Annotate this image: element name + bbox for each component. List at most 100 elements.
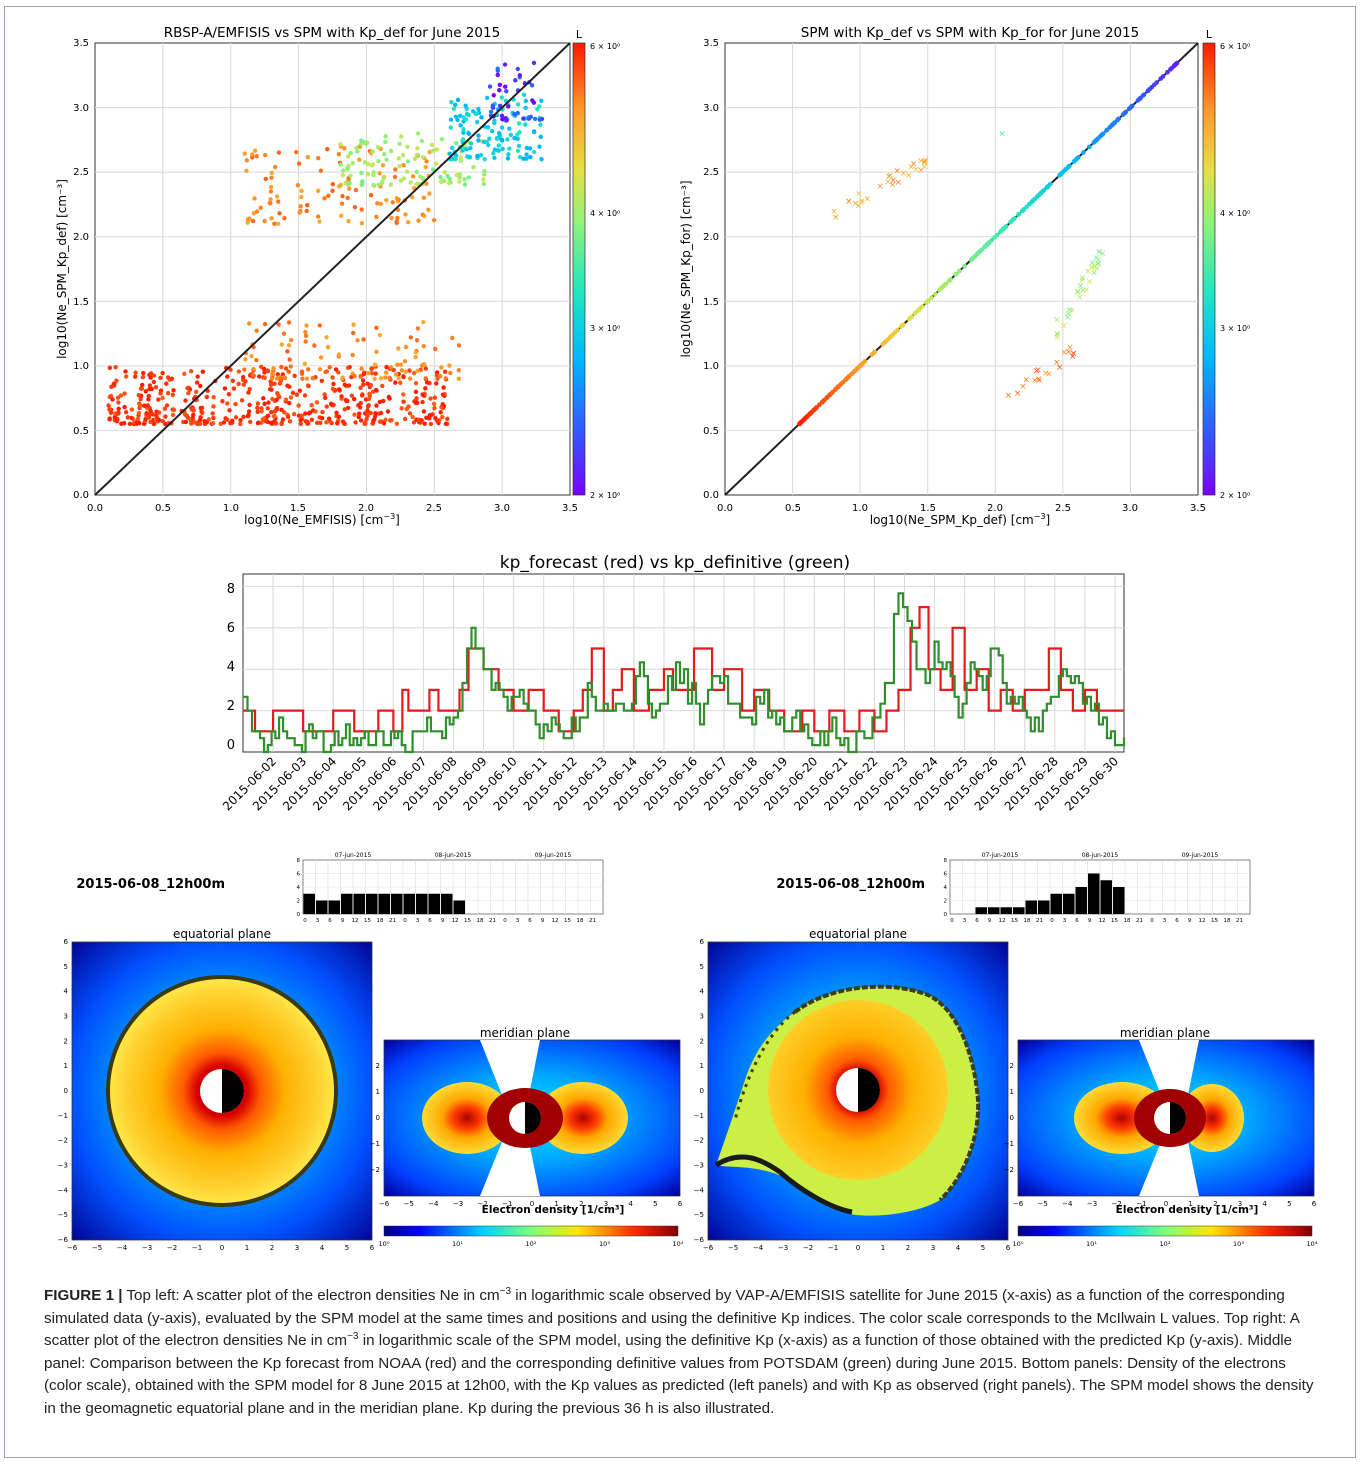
scatter-point — [380, 383, 385, 389]
scatter-point — [932, 291, 938, 297]
mini-hour-label: 9 — [1088, 918, 1092, 924]
kp-bar — [1025, 900, 1037, 914]
scatter-point — [274, 376, 280, 381]
density-tick: 10⁰ — [379, 1240, 390, 1248]
mini-hour-label: 9 — [1188, 918, 1192, 924]
scatter-point: × — [1019, 382, 1027, 392]
scatter-point — [539, 156, 544, 162]
scatter-point — [423, 366, 429, 371]
scatter-point: × — [1064, 310, 1072, 320]
sim-right-kp-mini-chart: 07-jun-2015 08-jun-2015 09-jun-2015 0 3 6 9 12 1… — [944, 852, 1251, 924]
scatter-point — [402, 359, 408, 364]
scatter-point — [370, 162, 376, 167]
scatter-point — [404, 169, 410, 174]
scatter-point — [517, 154, 523, 160]
scatter-point — [182, 411, 188, 417]
scatter-point: × — [1042, 369, 1050, 379]
scatter-point — [195, 420, 200, 425]
mini-hour-label: 12 — [1099, 918, 1106, 924]
scatter-point: × — [1056, 363, 1064, 373]
scatter-point: × — [1022, 375, 1030, 385]
x-tick-label: 0.0 — [87, 503, 103, 514]
mini-y-label: 6 — [944, 872, 948, 878]
eq-y-tick: 3 — [64, 1013, 68, 1021]
scatter-point — [331, 381, 336, 387]
scatter-point — [836, 383, 842, 389]
x-tick-label: 2.0 — [987, 503, 1003, 514]
density-tick: 10² — [1160, 1240, 1171, 1248]
scatter-point — [397, 141, 402, 147]
scatter-point — [492, 155, 497, 161]
scatter-point — [386, 394, 392, 400]
scatter-point: × — [1077, 282, 1085, 292]
scatter-point — [942, 283, 947, 288]
density-tick: 10² — [526, 1240, 537, 1248]
eq-x-tick: 1 — [881, 1244, 885, 1252]
scatter-point — [1107, 124, 1113, 130]
scatter-point — [447, 363, 452, 368]
sim-right-equatorial-ticks: −6−6 −5 −5 −4 −4 −3 −3 −2 −2 −1 −1 0 0 1 1 2 2 3 3 4 4 5 5 6 6 — [694, 938, 1011, 1252]
mini-date-label: 07-jun-2015 — [982, 852, 1019, 859]
scatter-point: × — [1053, 358, 1061, 368]
scatter-point — [435, 376, 440, 381]
scatter-point — [250, 372, 255, 377]
kp-bar — [1038, 900, 1050, 914]
scatter-point — [1045, 184, 1051, 189]
scatter-point — [270, 372, 276, 377]
scatter-point — [383, 139, 388, 145]
x-tick-label: 0.0 — [717, 503, 733, 514]
scatter-point — [487, 84, 493, 89]
scatter-point — [282, 375, 288, 381]
scatter-point — [265, 406, 270, 411]
scatter-point: × — [855, 202, 863, 212]
scatter-point — [296, 161, 302, 166]
scatter-point — [272, 413, 277, 418]
scatter-point — [393, 167, 398, 172]
scatter-point — [504, 89, 509, 94]
scatter-point — [517, 73, 522, 78]
scatter-point: × — [917, 157, 925, 167]
mer-x-tick: 3 — [1238, 1200, 1242, 1208]
scatter-point — [880, 341, 886, 347]
scatter-point — [431, 217, 437, 223]
scatter-left-xlabel: log10(Ne_EMFISIS) [cm−3] — [244, 512, 400, 527]
scatter-point — [341, 168, 346, 173]
scatter-point — [423, 376, 428, 381]
scatter-point — [133, 370, 138, 375]
scatter-point — [304, 376, 310, 381]
scatter-point — [481, 181, 487, 187]
scatter-point — [318, 420, 323, 426]
scatter-point — [369, 366, 375, 371]
scatter-point — [487, 136, 492, 141]
scatter-point — [138, 396, 143, 402]
scatter-point — [439, 365, 444, 370]
scatter-point — [491, 93, 496, 98]
scatter-point — [802, 416, 808, 422]
sim-right-equatorial-plot: −6−6 −5 −5 −4 −4 −3 −3 −2 −2 −1 −1 0 0 1 1 2 2 3 3 4 4 5 5 6 6 — [694, 938, 1011, 1252]
scatter-point — [432, 406, 437, 411]
mini-hour-label: 18 — [1024, 918, 1031, 924]
scatter-point: × — [1069, 306, 1077, 316]
scatter-point — [262, 401, 267, 406]
scatter-point — [872, 349, 877, 355]
scatter-point — [236, 369, 242, 374]
scatter-point — [419, 138, 425, 144]
y-tick-label: 2.0 — [703, 232, 719, 243]
scatter-point — [242, 151, 247, 156]
x-tick-label: 1.5 — [290, 503, 306, 514]
scatter-point — [394, 421, 400, 426]
scatter-point — [403, 369, 408, 375]
scatter-point — [396, 346, 401, 351]
scatter-point — [226, 392, 232, 397]
scatter-point — [325, 345, 331, 350]
scatter-point — [121, 421, 127, 426]
scatter-point — [1081, 150, 1086, 155]
colorbar-tick: 2 × 10⁰ — [590, 491, 620, 500]
scatter-point — [147, 386, 152, 392]
eq-x-tick: 6 — [370, 1244, 375, 1252]
scatter-point — [160, 418, 165, 424]
scatter-point — [323, 395, 328, 401]
scatter-point — [455, 97, 461, 103]
scatter-point: × — [1053, 316, 1061, 326]
scatter-point — [112, 415, 117, 420]
